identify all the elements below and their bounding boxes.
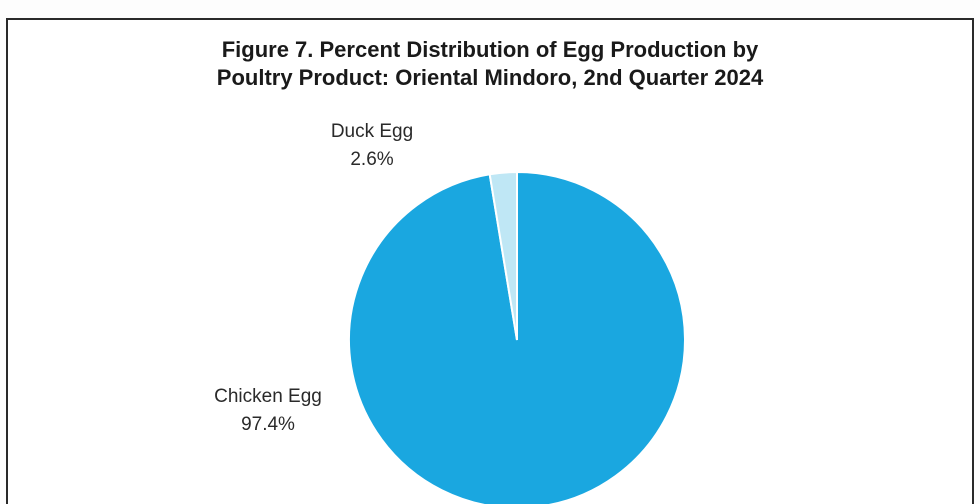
slice-label-name-duck-egg: Duck Egg — [331, 121, 413, 142]
slice-label-name-chicken-egg: Chicken Egg — [214, 386, 322, 407]
pie-slice-duck-egg — [488, 170, 518, 341]
chart-title-line-2: Poultry Product: Oriental Mindoro, 2nd Q… — [216, 65, 764, 90]
slice-label-value-chicken-egg: 97.4% — [241, 414, 295, 435]
chart-title-line-1: Figure 7. Percent Distribution of Egg Pr… — [221, 37, 759, 62]
slice-label-value-duck-egg: 2.6% — [350, 149, 393, 170]
chart-title: Figure 7. Percent Distribution of Egg Pr… — [8, 36, 972, 92]
pie-slice-chicken-egg — [348, 170, 686, 504]
